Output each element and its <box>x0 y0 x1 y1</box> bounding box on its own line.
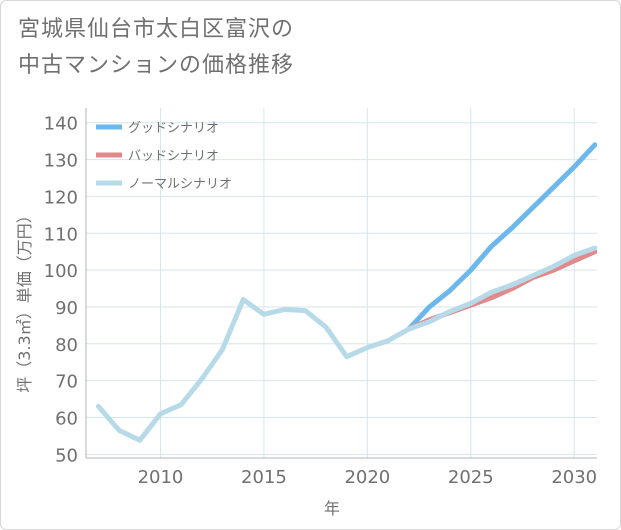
x-tick-label: 2010 <box>138 467 184 488</box>
chart-title-line-1: 宮城県仙台市太白区富沢の <box>18 17 295 42</box>
x-tick-label: 2030 <box>551 467 597 488</box>
y-axis-label: 坪（3.3㎡）単価（万円） <box>15 207 34 392</box>
series-line-0 <box>406 142 597 332</box>
y-tick-label: 50 <box>55 445 78 466</box>
x-tick-label: 2015 <box>241 467 287 488</box>
series-layer <box>95 142 597 443</box>
axes: 50 60 70 80 90 100 110 120 130 140 2010 2015 2020 202… <box>44 108 597 488</box>
legend-label: バッドシナリオ <box>128 149 219 164</box>
y-tick-label: 80 <box>55 335 78 356</box>
series-line-2 <box>95 245 597 443</box>
legend-label: ノーマルシナリオ <box>128 177 232 192</box>
legend-label: グッドシナリオ <box>128 121 219 136</box>
y-tick-label: 120 <box>44 187 78 208</box>
y-tick-label: 130 <box>44 151 78 172</box>
y-tick-label: 90 <box>55 298 78 319</box>
y-tick-label: 110 <box>44 224 78 245</box>
x-tick-label: 2020 <box>344 467 390 488</box>
chart-title: 宮城県仙台市太白区富沢の 中古マンションの価格推移 <box>18 12 294 84</box>
y-tick-label: 100 <box>44 261 78 282</box>
y-tick-label: 140 <box>44 114 78 135</box>
y-tick-label: 60 <box>55 408 78 429</box>
x-axis-label: 年 <box>324 499 340 518</box>
x-tick-label: 2025 <box>448 467 494 488</box>
y-tick-label: 70 <box>55 372 78 393</box>
chart-title-line-2: 中古マンションの価格推移 <box>18 53 295 78</box>
